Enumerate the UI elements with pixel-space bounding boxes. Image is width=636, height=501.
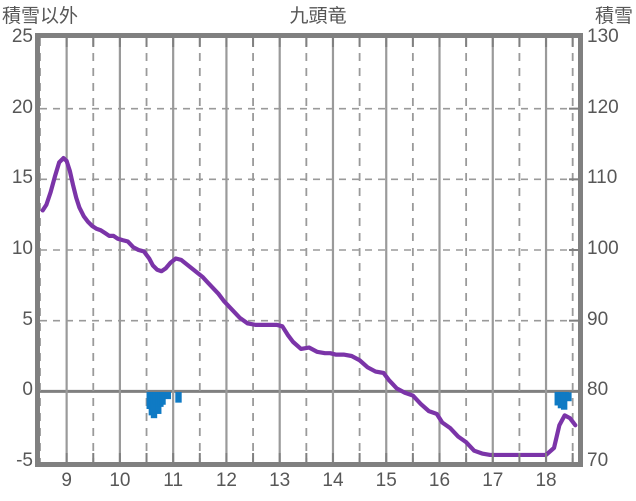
y-tick-label-right: 90 (587, 308, 609, 330)
x-tick-label: 10 (109, 470, 131, 491)
y-tick-label-right: 130 (587, 26, 619, 47)
y-tick-label-left: 20 (11, 96, 33, 118)
bar (565, 392, 572, 402)
x-tick-label: 17 (482, 470, 504, 491)
bar (159, 392, 166, 405)
x-tick-label: 12 (215, 470, 237, 491)
bar (560, 392, 568, 410)
bar (164, 392, 172, 400)
y-tick-label-right: 70 (587, 450, 609, 471)
bar (175, 392, 182, 403)
x-tick-label: 16 (428, 470, 451, 491)
line-series (40, 156, 578, 458)
y-tick-label-left: -5 (16, 450, 33, 471)
y-tick-label-left: 10 (11, 238, 33, 259)
y-tick-label-left: 15 (11, 167, 33, 189)
bar-series (146, 392, 572, 419)
x-tick-label: 9 (61, 470, 72, 491)
plot-frame (35, 33, 583, 467)
y-tick-label-left: 0 (22, 379, 33, 401)
y-tick-label-left: 25 (11, 26, 33, 47)
chart-title: 九頭竜 (289, 6, 347, 27)
left-axis-title: 積雪以外 (2, 6, 79, 27)
y-tick-label-left: 5 (22, 308, 33, 330)
y-tick-label-right: 80 (587, 379, 609, 401)
y-tick-label-right: 110 (587, 167, 618, 189)
bar (150, 392, 158, 419)
x-tick-label: 18 (535, 470, 557, 491)
x-tick-label: 15 (375, 470, 397, 491)
x-tick-label: 13 (269, 470, 291, 491)
x-tick-label: 14 (322, 470, 344, 491)
right-axis-title: 積雪 (594, 6, 633, 27)
y-tick-label-right: 120 (587, 96, 619, 118)
x-tick-label: 11 (163, 470, 184, 491)
y-tick-label-right: 100 (587, 238, 619, 259)
